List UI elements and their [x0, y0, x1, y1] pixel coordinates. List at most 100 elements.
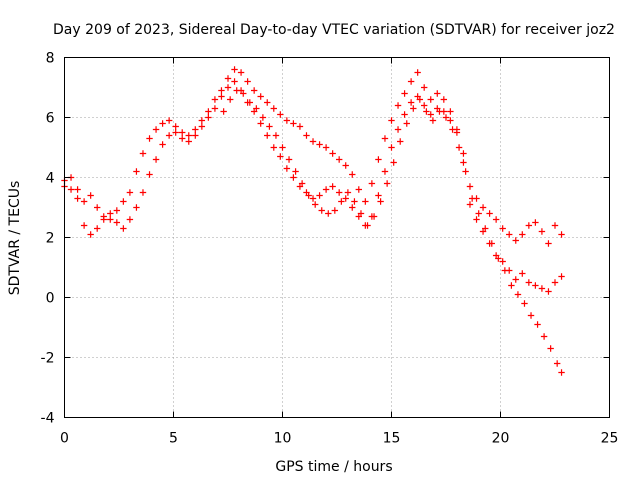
data-point	[342, 195, 349, 202]
data-point	[244, 78, 251, 85]
data-point	[185, 132, 192, 139]
data-point	[468, 195, 476, 202]
data-point	[514, 291, 522, 298]
data-point	[198, 123, 206, 130]
data-point	[172, 123, 179, 130]
data-point	[113, 219, 121, 226]
data-point	[253, 105, 260, 112]
data-point	[495, 255, 502, 262]
data-point	[67, 186, 75, 193]
data-point	[538, 285, 546, 292]
data-point	[277, 153, 284, 160]
data-point	[449, 126, 456, 133]
data-point	[512, 276, 519, 283]
data-point	[499, 258, 506, 265]
data-point	[534, 321, 541, 328]
data-point	[508, 282, 515, 289]
data-point	[532, 219, 539, 226]
data-point	[558, 273, 565, 280]
data-point	[421, 102, 428, 109]
data-point	[250, 87, 258, 94]
data-point	[303, 132, 310, 139]
data-point	[133, 204, 140, 211]
data-point	[355, 186, 362, 193]
data-point	[538, 228, 546, 235]
data-point	[94, 225, 101, 232]
data-point	[309, 195, 317, 202]
y-tick-label: 0	[46, 291, 55, 307]
data-point	[475, 210, 482, 217]
data-point	[540, 333, 548, 340]
y-tick-label: 4	[46, 171, 55, 187]
data-point	[421, 84, 428, 91]
data-point	[74, 186, 81, 193]
data-point	[368, 180, 376, 187]
data-point	[211, 105, 219, 112]
data-point	[462, 168, 469, 175]
data-point	[146, 171, 153, 178]
series-track-1	[61, 66, 565, 247]
data-point	[335, 156, 343, 163]
data-point	[331, 207, 339, 214]
data-point	[401, 90, 408, 97]
data-point	[381, 168, 389, 175]
data-point	[80, 198, 88, 205]
data-point	[423, 108, 430, 115]
data-point	[388, 144, 395, 151]
data-point	[231, 78, 238, 85]
data-point	[283, 165, 291, 172]
x-tick-label: 5	[169, 431, 178, 447]
data-point	[394, 126, 402, 133]
data-point	[220, 108, 227, 115]
data-point	[521, 300, 528, 307]
data-point	[257, 120, 264, 127]
data-point	[309, 138, 317, 145]
data-point	[460, 150, 467, 157]
data-point	[501, 267, 509, 274]
data-point	[407, 78, 415, 85]
data-point	[246, 99, 253, 106]
data-point	[383, 180, 391, 187]
data-point	[442, 114, 450, 121]
data-point	[512, 237, 519, 244]
data-point	[290, 120, 297, 127]
data-points	[61, 66, 565, 376]
data-point	[466, 183, 474, 190]
data-point	[558, 231, 565, 238]
data-point	[192, 126, 199, 133]
data-point	[455, 144, 463, 151]
x-axis-label: GPS time / hours	[275, 459, 392, 475]
data-point	[394, 102, 402, 109]
y-tick-label: 6	[46, 111, 55, 127]
data-point	[553, 360, 561, 367]
data-point	[218, 93, 225, 100]
axis-ticks: 0 5 10 15 20 25 -4 -2 0 2 4 6 8	[41, 51, 619, 447]
data-point	[290, 174, 297, 181]
y-tick-label: 2	[46, 231, 55, 247]
data-point	[133, 168, 140, 175]
data-point	[120, 198, 127, 205]
data-point	[325, 210, 332, 217]
data-point	[240, 90, 247, 97]
data-point	[100, 216, 107, 223]
data-point	[185, 138, 192, 145]
data-point	[298, 180, 306, 187]
data-point	[436, 108, 443, 115]
data-point	[292, 168, 299, 175]
data-point	[329, 183, 336, 190]
data-point	[429, 117, 437, 124]
data-point	[506, 231, 513, 238]
data-point	[113, 207, 121, 214]
data-point	[305, 192, 312, 199]
data-point	[525, 222, 533, 229]
data-point	[159, 120, 166, 127]
data-point	[558, 369, 565, 376]
data-point	[237, 69, 245, 76]
data-point	[146, 135, 153, 142]
data-point	[74, 195, 81, 202]
data-point	[460, 159, 467, 166]
data-point	[107, 216, 114, 223]
series-track-3	[220, 87, 565, 376]
data-point	[482, 225, 489, 232]
